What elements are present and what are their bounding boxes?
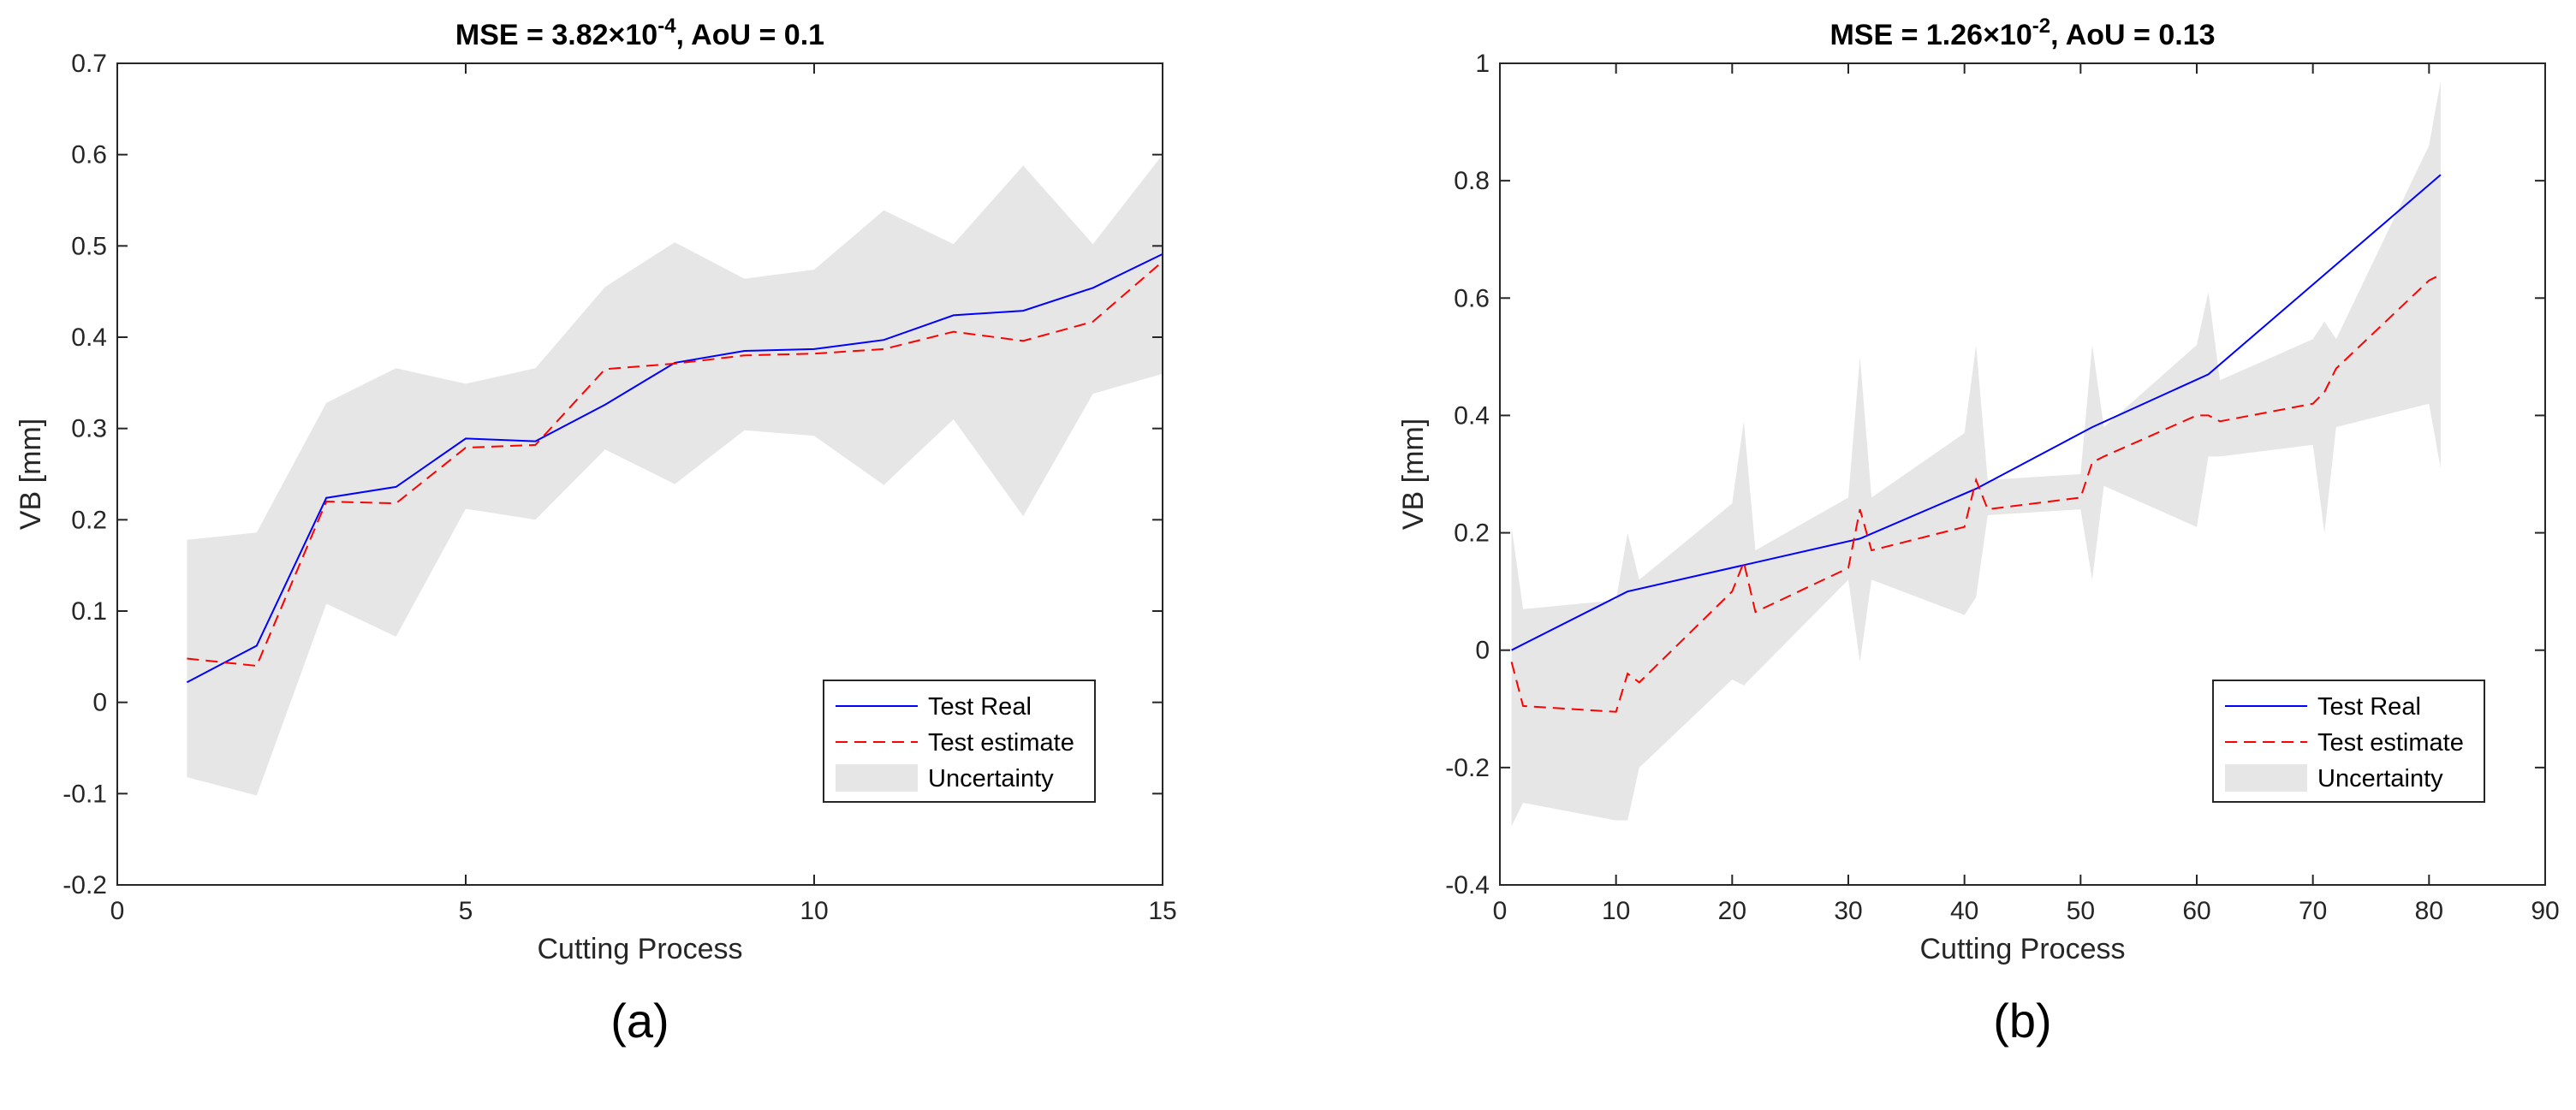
legend-label: Test estimate [2317, 729, 2464, 757]
y-tick-label: 0.6 [71, 141, 107, 169]
title-base: 10 [2000, 19, 2032, 51]
y-tick-label: 0 [1475, 637, 1490, 665]
y-tick-label: 0.2 [1454, 519, 1490, 548]
y-tick-label: 0.3 [71, 415, 107, 443]
y-tick-label: 0.1 [71, 597, 107, 626]
y-tick-label: 0.7 [71, 50, 107, 78]
y-tick-label: 0.6 [1454, 284, 1490, 312]
y-tick-label: -0.2 [62, 871, 107, 899]
y-tick-label: 1 [1475, 50, 1490, 78]
y-tick-label: -0.1 [62, 780, 107, 808]
chart-panel-a: 0 5 10 15 -0.2 -0.1 0 0.1 0.2 0.3 0.4 0.5 0.6 0.7 Cutt… [15, 15, 1177, 1048]
title-prefix: MSE = 1.26 [1829, 19, 1983, 51]
x-axis-label: Cutting Process [538, 933, 743, 965]
caption-a: (a) [610, 994, 669, 1048]
y-axis-label: VB [mm] [1397, 418, 1430, 530]
title-base: 10 [625, 19, 657, 51]
y-tick-label: 0.4 [71, 324, 107, 352]
x-tick-label: 30 [1834, 897, 1862, 925]
legend-label: Test estimate [928, 729, 1074, 757]
legend-label: Uncertainty [928, 765, 1054, 792]
y-tick-label: -0.4 [1445, 871, 1490, 899]
series-line-test-estimate [1510, 274, 2442, 713]
x-tick-label: 70 [2299, 897, 2327, 925]
y-axis-label: VB [mm] [15, 418, 47, 530]
title-prefix: MSE = 3.82 [455, 19, 609, 51]
legend-label: Test Real [2317, 693, 2421, 721]
x-tick-label: 0 [1493, 897, 1508, 925]
y-tick-label: 0.8 [1454, 167, 1490, 195]
title-exponent: -2 [2032, 15, 2050, 38]
legend: Test Real Test estimate Uncertainty [2212, 680, 2485, 803]
uncertainty-band [1511, 80, 2441, 827]
title-suffix: , AoU = 0.1 [676, 19, 825, 51]
x-tick-label: 10 [1602, 897, 1630, 925]
chart-title: MSE = 1.26×10-2, AoU = 0.13 [1829, 15, 2215, 51]
y-tick-label: 0 [92, 689, 107, 717]
caption-b: (b) [1993, 994, 2051, 1048]
x-tick-label: 20 [1718, 897, 1746, 925]
axes-box [1499, 62, 2546, 886]
x-axis-label: Cutting Process [1920, 933, 2126, 965]
x-tick-label: 60 [2182, 897, 2210, 925]
x-tick-label: 5 [459, 897, 473, 925]
title-times: × [1983, 19, 2000, 51]
uncertainty-band [187, 154, 1163, 796]
y-tick-label: -0.2 [1445, 754, 1490, 782]
legend-swatch-uncertainty [2225, 764, 2307, 792]
legend: Test Real Test estimate Uncertainty [823, 680, 1096, 803]
axes-box [116, 62, 1163, 886]
x-tick-label: 90 [2531, 897, 2559, 925]
title-suffix: , AoU = 0.13 [2050, 19, 2215, 51]
y-tick-label: 0.4 [1454, 401, 1490, 430]
series-line-test-estimate [187, 260, 1163, 668]
x-tick-label: 50 [2067, 897, 2095, 925]
y-tick-label: 0.2 [71, 506, 107, 534]
chart-panel-b: 0 10 20 30 40 50 60 70 80 90 -0.4 -0.2 0 0.2 0.4 0.6 0.8… [1397, 15, 2560, 1048]
legend-swatch-uncertainty [836, 764, 918, 792]
x-tick-label: 80 [2415, 897, 2443, 925]
x-tick-label: 40 [1950, 897, 1978, 925]
legend-label: Uncertainty [2317, 765, 2443, 792]
x-tick-label: 15 [1148, 897, 1176, 925]
title-times: × [609, 19, 626, 51]
x-tick-label: 0 [110, 897, 125, 925]
title-exponent: -4 [657, 15, 676, 38]
series-line-test-real [1511, 174, 2442, 651]
legend-label: Test Real [928, 693, 1032, 721]
x-tick-label: 10 [800, 897, 828, 925]
y-tick-label: 0.5 [71, 232, 107, 260]
chart-title: MSE = 3.82×10-4, AoU = 0.1 [455, 15, 824, 51]
